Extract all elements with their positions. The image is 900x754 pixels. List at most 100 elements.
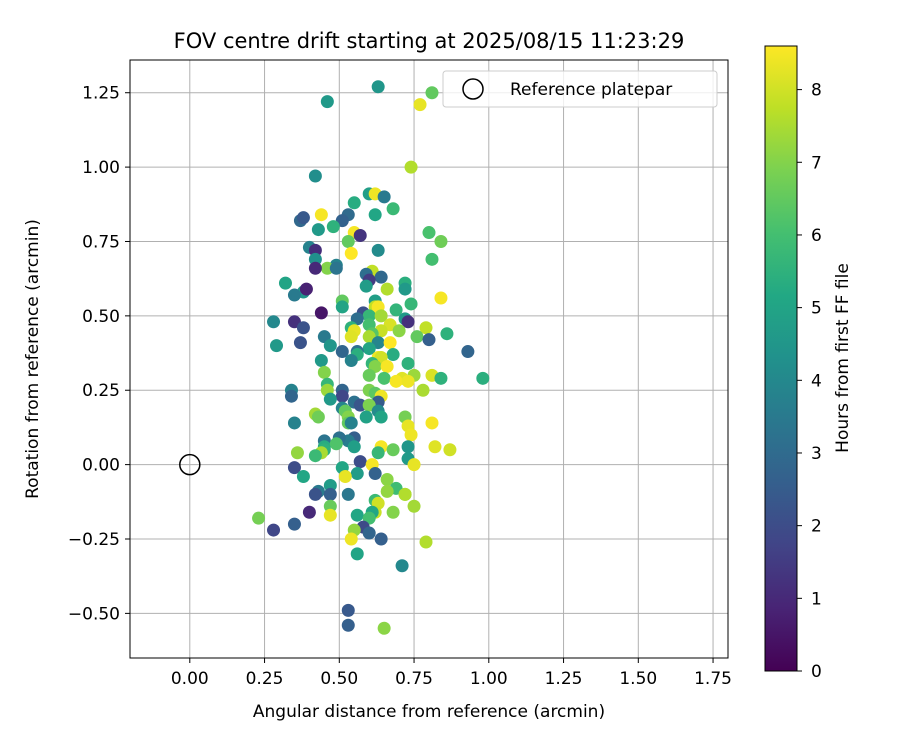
data-point: [407, 499, 421, 513]
data-point: [362, 309, 376, 323]
data-point: [380, 472, 394, 486]
data-point: [323, 499, 337, 513]
data-point: [314, 208, 328, 222]
data-point: [416, 383, 430, 397]
data-point: [380, 484, 394, 498]
x-axis-ticks: 0.00 0.25 0.50 0.75 1.00 1.25 1.50 1.75: [171, 658, 732, 689]
data-point: [350, 547, 364, 561]
x-tick-label: 1.00: [470, 669, 508, 689]
colorbar-tick-label: 7: [811, 153, 822, 173]
x-tick-label: 1.50: [619, 669, 657, 689]
data-point: [371, 243, 385, 257]
data-point: [374, 532, 388, 546]
data-point: [323, 478, 337, 492]
data-point: [335, 300, 349, 314]
data-point: [353, 455, 367, 469]
legend: Reference platepar: [442, 70, 718, 108]
data-point: [329, 437, 343, 451]
y-axis-ticks: −0.50 −0.25 0.00 0.25 0.50 0.75 1.00 1.25: [68, 84, 130, 624]
data-point: [323, 339, 337, 353]
data-point: [425, 86, 439, 100]
data-point: [389, 374, 403, 388]
data-point: [302, 505, 316, 519]
data-point: [371, 80, 385, 94]
data-point: [359, 410, 373, 424]
data-point: [398, 487, 412, 501]
x-tick-label: 0.50: [320, 669, 358, 689]
data-point: [434, 234, 448, 248]
data-point: [296, 211, 310, 225]
x-axis-label: Angular distance from reference (arcmin): [253, 702, 605, 722]
data-point: [371, 446, 385, 460]
data-point: [425, 416, 439, 430]
data-points: [252, 80, 490, 635]
data-point: [401, 440, 415, 454]
data-point: [350, 508, 364, 522]
data-point: [270, 339, 284, 353]
data-point: [293, 336, 307, 350]
data-point: [386, 505, 400, 519]
data-point: [338, 470, 352, 484]
data-point: [404, 428, 418, 442]
data-point: [296, 321, 310, 335]
data-point: [267, 523, 281, 537]
colorbar-tick-label: 5: [811, 299, 822, 319]
data-point: [353, 229, 367, 243]
data-point: [350, 467, 364, 481]
data-point: [267, 315, 281, 329]
data-point: [308, 243, 322, 257]
colorbar: 0 1 2 3 4 5 6 7 8 Hours from first FF file: [764, 45, 853, 682]
data-point: [374, 309, 388, 323]
x-tick-label: 0.75: [395, 669, 433, 689]
colorbar-label: Hours from first FF file: [833, 263, 853, 453]
data-point: [359, 279, 373, 293]
data-point: [314, 306, 328, 320]
data-point: [308, 487, 322, 501]
data-point: [476, 371, 490, 385]
data-point: [362, 526, 376, 540]
data-point: [329, 261, 343, 275]
legend-box: [442, 70, 718, 108]
data-point: [392, 324, 406, 338]
reference-marker: [179, 453, 201, 476]
data-point: [419, 321, 433, 335]
data-point: [380, 359, 394, 373]
data-point: [317, 365, 331, 379]
data-point: [434, 291, 448, 305]
data-point: [422, 333, 436, 347]
data-point: [344, 532, 358, 546]
data-point: [347, 440, 361, 454]
x-tick-label: 0.25: [246, 669, 284, 689]
data-point: [461, 345, 475, 359]
data-point: [320, 261, 334, 275]
data-point: [335, 345, 349, 359]
y-tick-label: −0.50: [68, 604, 120, 624]
data-point: [368, 467, 382, 481]
data-point: [386, 202, 400, 216]
chart-title: FOV centre drift starting at 2025/08/15 …: [174, 29, 685, 53]
data-point: [287, 517, 301, 531]
data-point: [287, 416, 301, 430]
data-point: [440, 327, 454, 341]
data-point: [311, 410, 325, 424]
y-tick-label: 0.75: [82, 232, 120, 252]
data-point: [401, 315, 415, 329]
data-point: [287, 461, 301, 475]
data-point: [428, 440, 442, 454]
data-point: [386, 443, 400, 457]
colorbar-tick-label: 4: [811, 371, 822, 391]
data-point: [383, 336, 397, 350]
x-tick-label: 1.75: [694, 669, 732, 689]
y-tick-label: 0.25: [82, 381, 120, 401]
colorbar-gradient: [764, 45, 798, 672]
data-point: [407, 458, 421, 472]
x-tick-label: 0.00: [171, 669, 209, 689]
data-point: [341, 618, 355, 632]
data-point: [395, 559, 409, 573]
data-point: [404, 160, 418, 174]
data-point: [323, 392, 337, 406]
colorbar-tick-label: 0: [811, 662, 822, 682]
data-point: [299, 282, 313, 296]
data-point: [425, 252, 439, 266]
